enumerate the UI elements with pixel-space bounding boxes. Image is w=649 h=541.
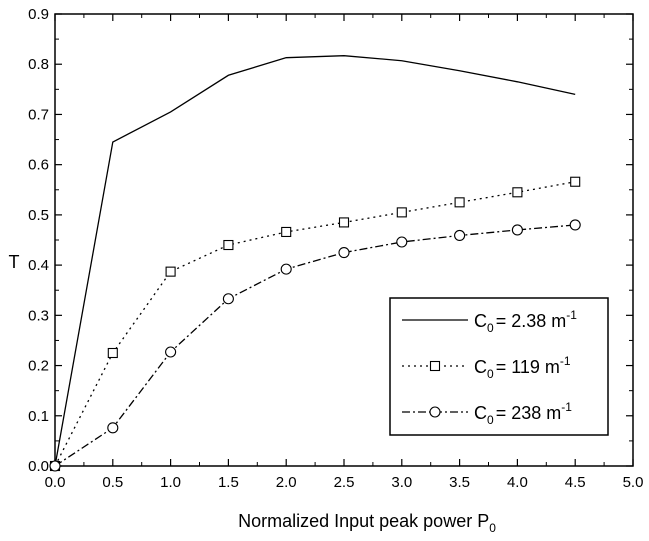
y-tick-label: 0.0 [28, 458, 49, 475]
legend-label: C0 = 119 m-1 [474, 354, 571, 381]
series-3-point [49, 460, 61, 472]
x-axis-title-text: Normalized Input peak power P [238, 511, 489, 531]
series-2-point [396, 207, 407, 218]
x-tick-label: 0.0 [45, 474, 66, 491]
legend-label-value: = 119 m [496, 357, 560, 377]
series-3 [49, 219, 581, 472]
legend-label-superscript: -1 [566, 308, 577, 322]
data-series [49, 55, 581, 472]
series-3-point [454, 229, 466, 242]
legend: C0 = 2.38 m-1C0 = 119 m-1C0 = 238 m-1 [389, 297, 609, 436]
y-tick-label: 0.7 [28, 106, 49, 123]
series-3-point [511, 224, 523, 236]
legend-label-subscript: 0 [487, 413, 494, 427]
x-tick-label: 5.0 [623, 474, 644, 491]
series-2-point [338, 217, 350, 228]
series-2-point [512, 187, 523, 198]
y-tick-label: 0.3 [28, 307, 49, 324]
legend-marker-sample [429, 360, 441, 372]
legend-label-main: C [474, 311, 487, 331]
x-tick-label: 4.5 [565, 474, 586, 491]
series-3-point [280, 263, 292, 275]
series-3-point [338, 247, 350, 259]
series-2-point [165, 266, 176, 277]
y-tick-label: 0.1 [28, 408, 49, 425]
legend-label-subscript: 0 [487, 321, 494, 335]
y-axis-tick-labels: 0.0 0.1 0.2 0.3 0.4 0.5 0.6 0.7 0.8 0.9 [28, 6, 49, 475]
series-1-line [54, 55, 576, 467]
series-3-point [165, 346, 177, 358]
axis-ticks [54, 13, 634, 467]
legend-marker-sample [429, 406, 441, 418]
series-1 [54, 55, 576, 467]
series-3-point [222, 293, 234, 305]
y-tick-label: 0.6 [28, 157, 49, 174]
series-2-point [223, 239, 234, 251]
x-tick-label: 3.5 [449, 474, 470, 491]
y-tick-label: 0.2 [28, 358, 49, 375]
series-2-point [107, 347, 118, 359]
x-axis-title: Normalized Input peak power P0 [238, 511, 496, 535]
legend-label-subscript: 0 [487, 367, 494, 381]
series-2-point [281, 226, 292, 238]
legend-entry-2: C0 = 119 m-1 [402, 354, 571, 381]
legend-entry-1: C0 = 2.38 m-1 [402, 308, 577, 335]
x-tick-label: 0.5 [102, 474, 123, 491]
y-tick-label: 0.4 [28, 257, 49, 274]
legend-label-superscript: -1 [561, 400, 572, 414]
x-tick-label: 1.0 [160, 474, 181, 491]
x-tick-label: 2.5 [334, 474, 355, 491]
x-tick-label: 2.0 [276, 474, 297, 491]
x-tick-label: 1.5 [218, 474, 239, 491]
y-tick-label: 0.8 [28, 56, 49, 73]
y-tick-label: 0.9 [28, 6, 49, 23]
x-axis-title-subscript: 0 [489, 521, 496, 535]
legend-label-value: = 238 m [496, 403, 562, 423]
series-3-point [107, 422, 119, 434]
y-tick-label: 0.5 [28, 207, 49, 224]
x-axis-tick-labels: 0.0 0.5 1.0 1.5 2.0 2.5 3.0 3.5 4.0 4.5 5.0 [45, 474, 644, 491]
legend-entry-3: C0 = 238 m-1 [402, 400, 572, 427]
series-2-point [454, 197, 465, 208]
legend-label-main: C [474, 357, 487, 377]
series-3-point [569, 219, 581, 231]
legend-label-superscript: -1 [560, 354, 571, 368]
legend-label-main: C [474, 403, 487, 423]
series-3-point [396, 236, 408, 248]
legend-label: C0 = 238 m-1 [474, 400, 572, 427]
y-axis-title: T [9, 252, 20, 272]
series-2-point [570, 176, 581, 187]
legend-label: C0 = 2.38 m-1 [474, 308, 577, 335]
series-2-line [54, 181, 576, 467]
series-3-line [54, 224, 576, 467]
x-tick-label: 3.0 [391, 474, 412, 491]
legend-label-value: = 2.38 m [496, 311, 567, 331]
x-tick-label: 4.0 [507, 474, 528, 491]
